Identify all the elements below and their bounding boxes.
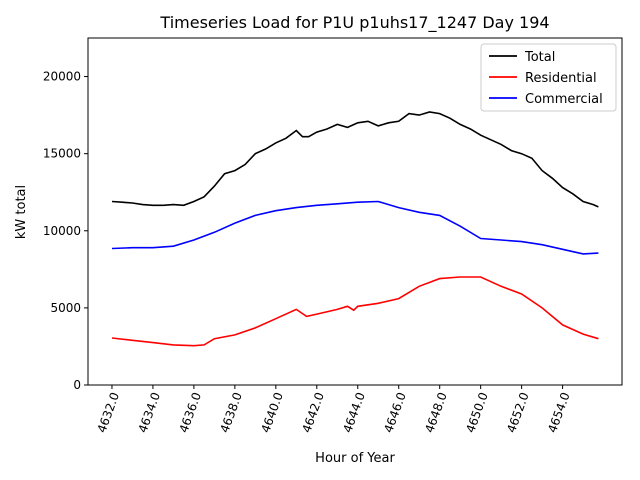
legend-label-residential: Residential — [525, 71, 597, 86]
series-line-residential — [111, 276, 599, 347]
y-tick-label: 10000 — [43, 224, 81, 238]
y-tick-label: 0 — [73, 378, 81, 392]
x-axis-label: Hour of Year — [315, 451, 395, 466]
legend-label-commercial: Commercial — [525, 92, 603, 107]
y-axis-label: kW total — [14, 185, 29, 239]
series-line-commercial — [111, 200, 599, 255]
y-tick-label: 5000 — [50, 301, 81, 315]
chart-title: Timeseries Load for P1U p1uhs17_1247 Day… — [159, 13, 549, 33]
series-line-total — [111, 111, 599, 208]
series-layer — [111, 111, 599, 347]
plot-frame — [87, 37, 623, 386]
legend-label-total: Total — [524, 50, 555, 65]
y-tick-label: 15000 — [43, 147, 81, 161]
y-tick-label: 20000 — [43, 70, 81, 84]
legend: Total Residential Commercial — [480, 43, 617, 112]
